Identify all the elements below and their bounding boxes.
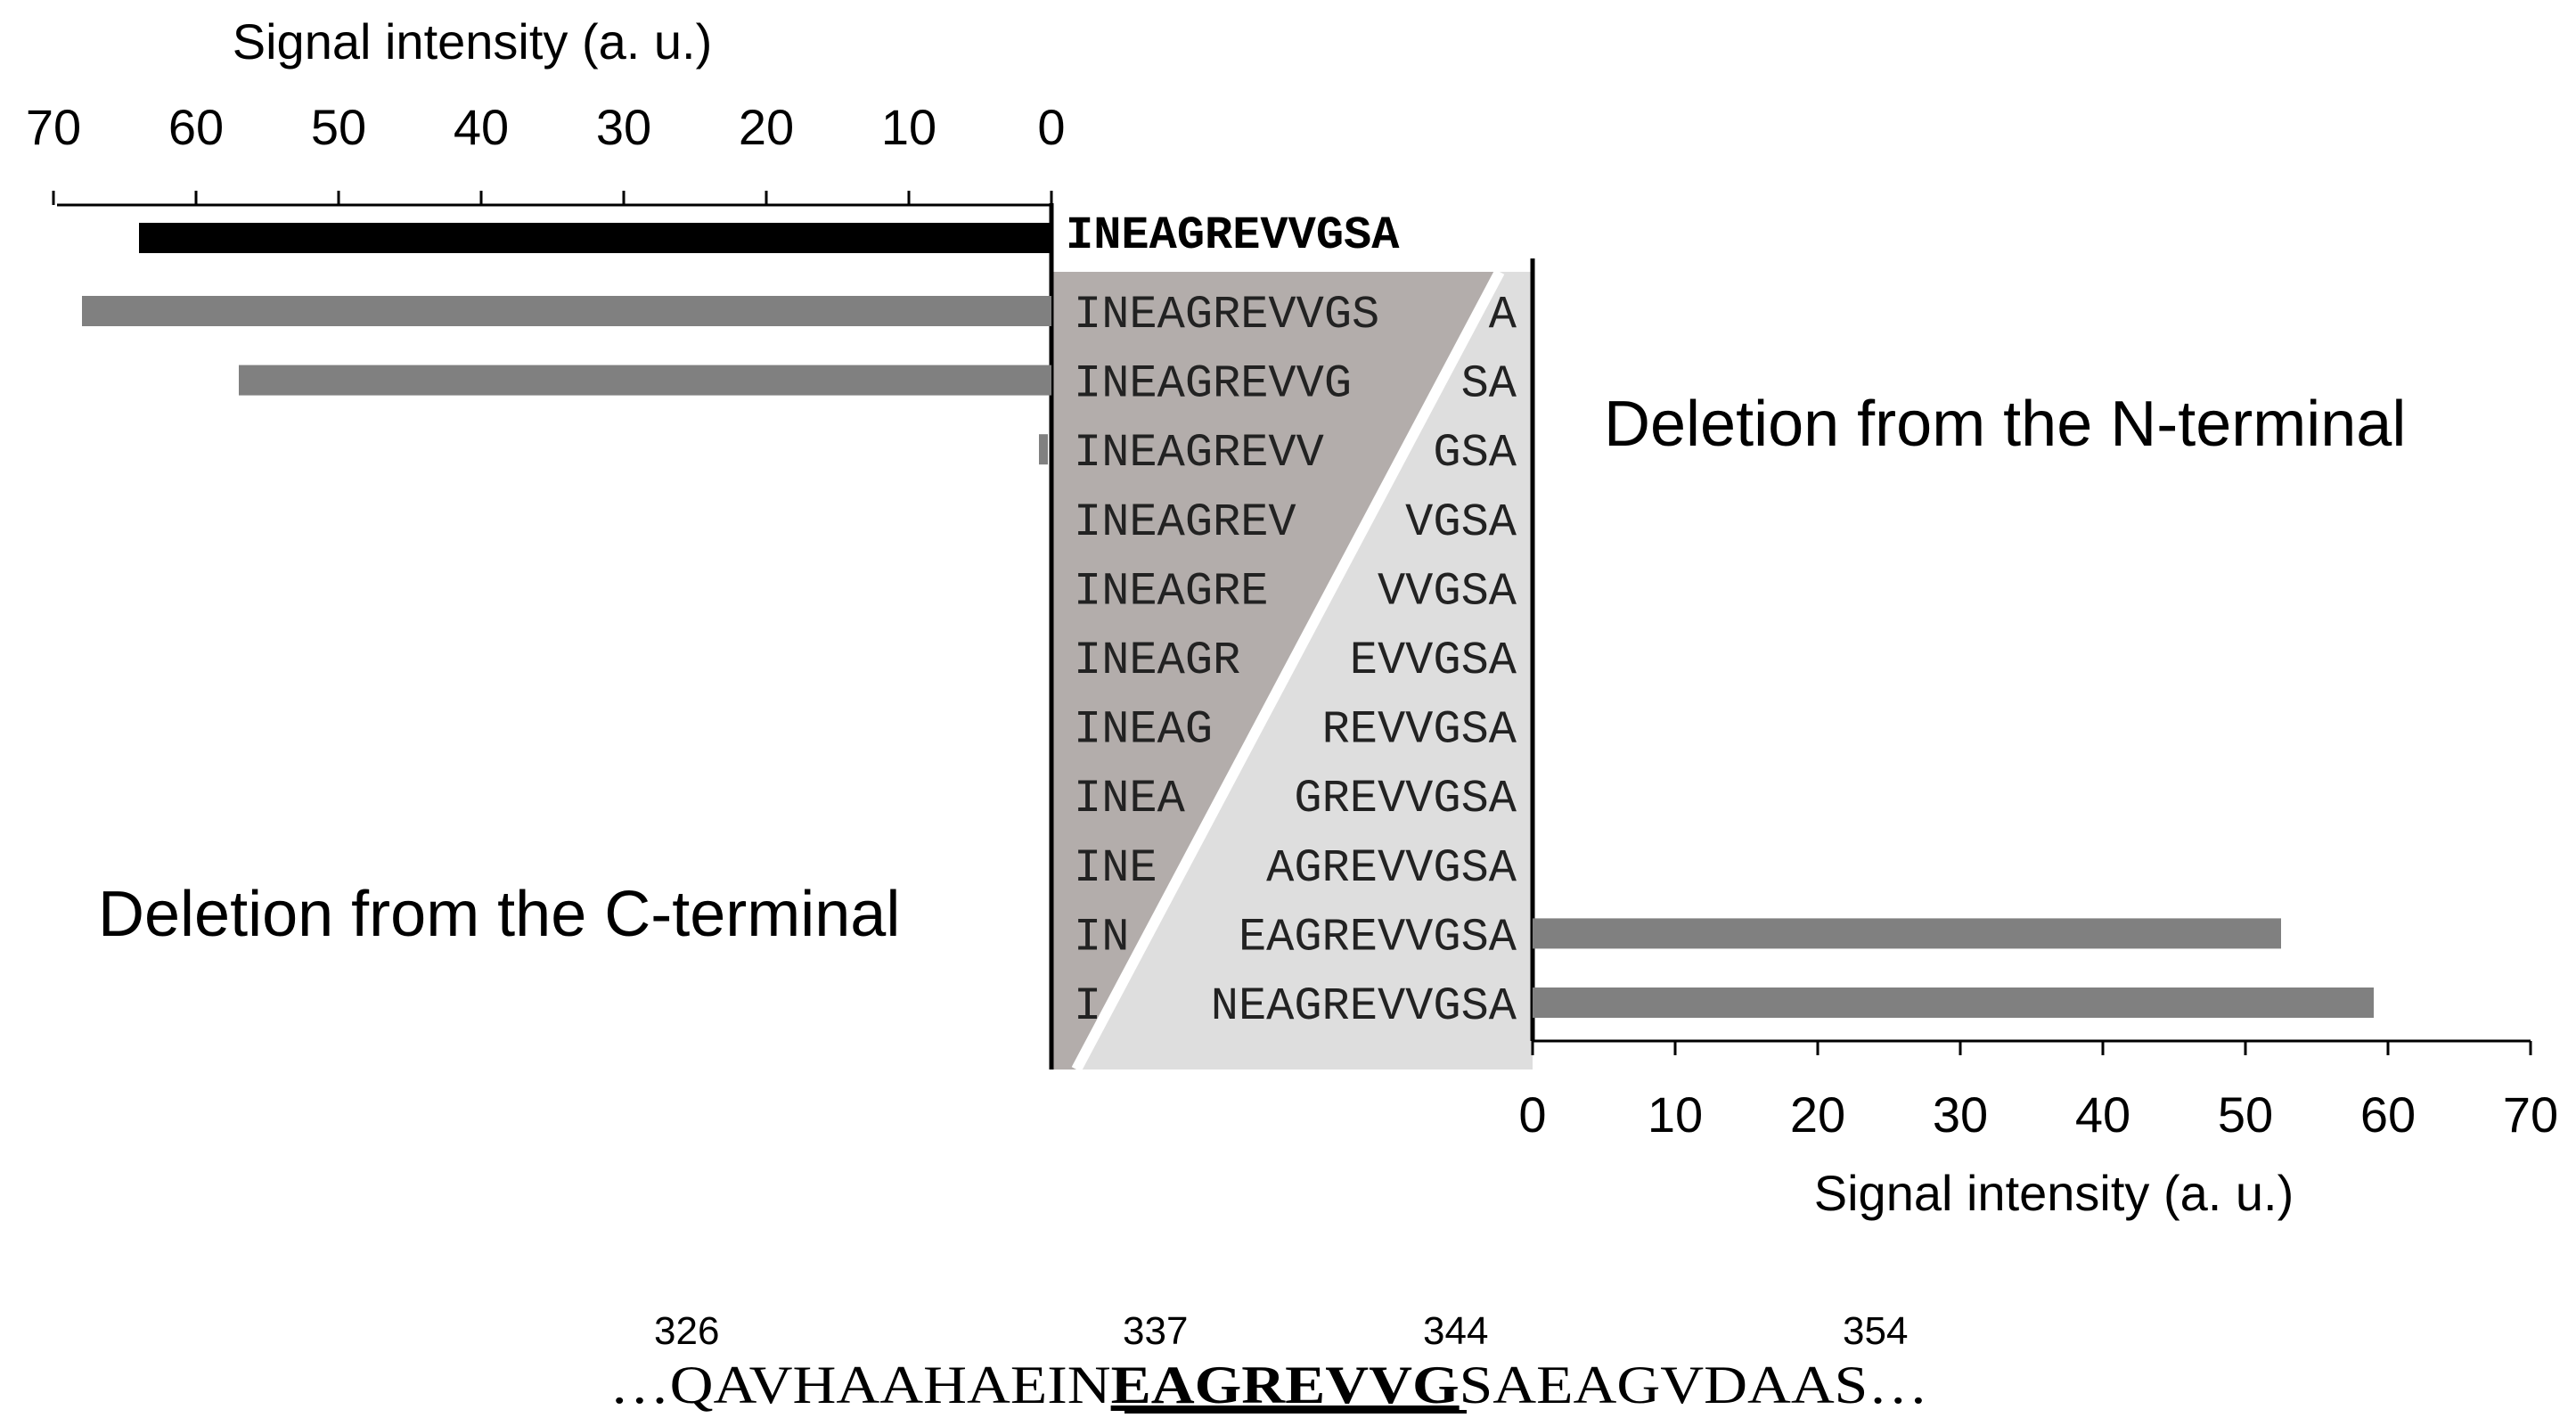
- c-terminal-bar: [239, 365, 1051, 396]
- reference-peptide-label: INEAGREVVGSA: [1066, 209, 1400, 262]
- n-terminal-bars: [1533, 918, 2374, 1018]
- top-axis-tick-label: 60: [168, 99, 224, 155]
- top-axis-tick-label: 50: [311, 99, 366, 155]
- sequence-suffix: …: [1868, 1356, 1928, 1414]
- bottom-axis-tick-label: 20: [1790, 1086, 1845, 1143]
- top-axis: 0 10 20 30 40 50 60 70 Signal intensity (a. u.): [26, 13, 1066, 207]
- bottom-axis-tick-label: 70: [2503, 1086, 2558, 1143]
- peptide-c-part: INEAGREVVGS: [1074, 289, 1379, 341]
- peptide-c-part: IN: [1074, 911, 1129, 963]
- position-label-337: 337: [1123, 1309, 1188, 1353]
- c-terminal-bar: [82, 296, 1051, 326]
- peptide-n-part: GREVVGSA: [1294, 773, 1517, 825]
- bottom-axis-ticks: 0 10 20 30 40 50 60 70: [1518, 1041, 2558, 1143]
- peptide-c-part: INEA: [1074, 773, 1186, 825]
- n-terminal-deletion-triangle: [1076, 272, 1533, 1070]
- n-terminal-bar: [1533, 918, 2281, 949]
- top-axis-label: Signal intensity (a. u.): [233, 13, 712, 70]
- c-terminal-bar: [1039, 434, 1048, 465]
- bottom-axis-tick-label: 60: [2360, 1086, 2416, 1143]
- peptide-c-part: INEAGR: [1074, 635, 1240, 687]
- top-axis-tick-label: 0: [1037, 99, 1065, 155]
- peptide-n-part: SA: [1461, 358, 1517, 411]
- protein-sequence: 326 337 344 354 … QAVHAAHAEIN EAGREVVG SAEA…: [609, 1309, 1928, 1414]
- peptide-n-part: NEAGREVVGSA: [1211, 980, 1517, 1033]
- top-axis-tick-label: 70: [26, 99, 81, 155]
- peptide-n-part: GSA: [1433, 427, 1517, 479]
- position-label-354: 354: [1843, 1309, 1908, 1353]
- bottom-axis-tick-label: 30: [1933, 1086, 1988, 1143]
- peptide-c-part: INEAGRE: [1074, 565, 1268, 618]
- top-axis-tick-label: 20: [739, 99, 794, 155]
- bottom-axis-tick-label: 10: [1648, 1086, 1703, 1143]
- bottom-axis: 0 10 20 30 40 50 60 70 Signal intensity (a. u.): [1518, 1039, 2558, 1221]
- diagonal-divider: [1071, 269, 1505, 1072]
- bottom-axis-tick-label: 0: [1518, 1086, 1546, 1143]
- peptide-c-part: INEAGREV: [1074, 496, 1296, 549]
- top-axis-tick-label: 10: [881, 99, 936, 155]
- n-terminal-bar: [1533, 988, 2374, 1018]
- sequence-epitope: EAGREVVG: [1111, 1356, 1460, 1414]
- peptide-n-part: EAGREVVGSA: [1239, 911, 1517, 963]
- sequence-prefix: …: [609, 1356, 670, 1414]
- peptide-c-part: INEAG: [1074, 704, 1213, 757]
- sequence-line: … QAVHAAHAEIN EAGREVVG SAEAGVDAAS…: [609, 1356, 1928, 1414]
- peptide-n-part: AGREVVGSA: [1266, 842, 1517, 895]
- peptide-n-part: EVVGSA: [1350, 635, 1517, 687]
- bottom-axis-tick-label: 50: [2218, 1086, 2273, 1143]
- top-axis-tick-label: 40: [454, 99, 509, 155]
- c-terminal-deletion-triangle: [1051, 272, 1500, 1070]
- position-label-344: 344: [1423, 1309, 1488, 1353]
- bottom-axis-tick-label: 40: [2075, 1086, 2130, 1143]
- position-label-326: 326: [654, 1309, 719, 1353]
- c-terminal-title: Deletion from the C-terminal: [98, 879, 900, 950]
- reference-bar: [139, 223, 1051, 253]
- peptide-n-part: REVVGSA: [1322, 704, 1517, 757]
- peptide-n-part: VVGSA: [1378, 565, 1517, 618]
- peptide-c-part: INE: [1074, 842, 1157, 895]
- peptide-n-part: VGSA: [1405, 496, 1517, 549]
- sequence-after-epitope: SAEAGVDAAS: [1460, 1356, 1869, 1414]
- bottom-axis-label: Signal intensity (a. u.): [1814, 1165, 2294, 1221]
- n-terminal-title: Deletion from the N-terminal: [1604, 389, 2406, 460]
- c-terminal-bars: [82, 223, 1051, 465]
- peptide-c-part: I: [1074, 980, 1101, 1033]
- top-axis-ticks: 0 10 20 30 40 50 60 70: [26, 99, 1066, 205]
- peptide-c-part: INEAGREVVG: [1074, 358, 1352, 411]
- peptide-n-part: A: [1489, 289, 1517, 341]
- sequence-before-epitope: QAVHAAHAEIN: [670, 1356, 1111, 1414]
- top-axis-tick-label: 30: [596, 99, 651, 155]
- peptide-c-part: INEAGREVV: [1074, 427, 1324, 479]
